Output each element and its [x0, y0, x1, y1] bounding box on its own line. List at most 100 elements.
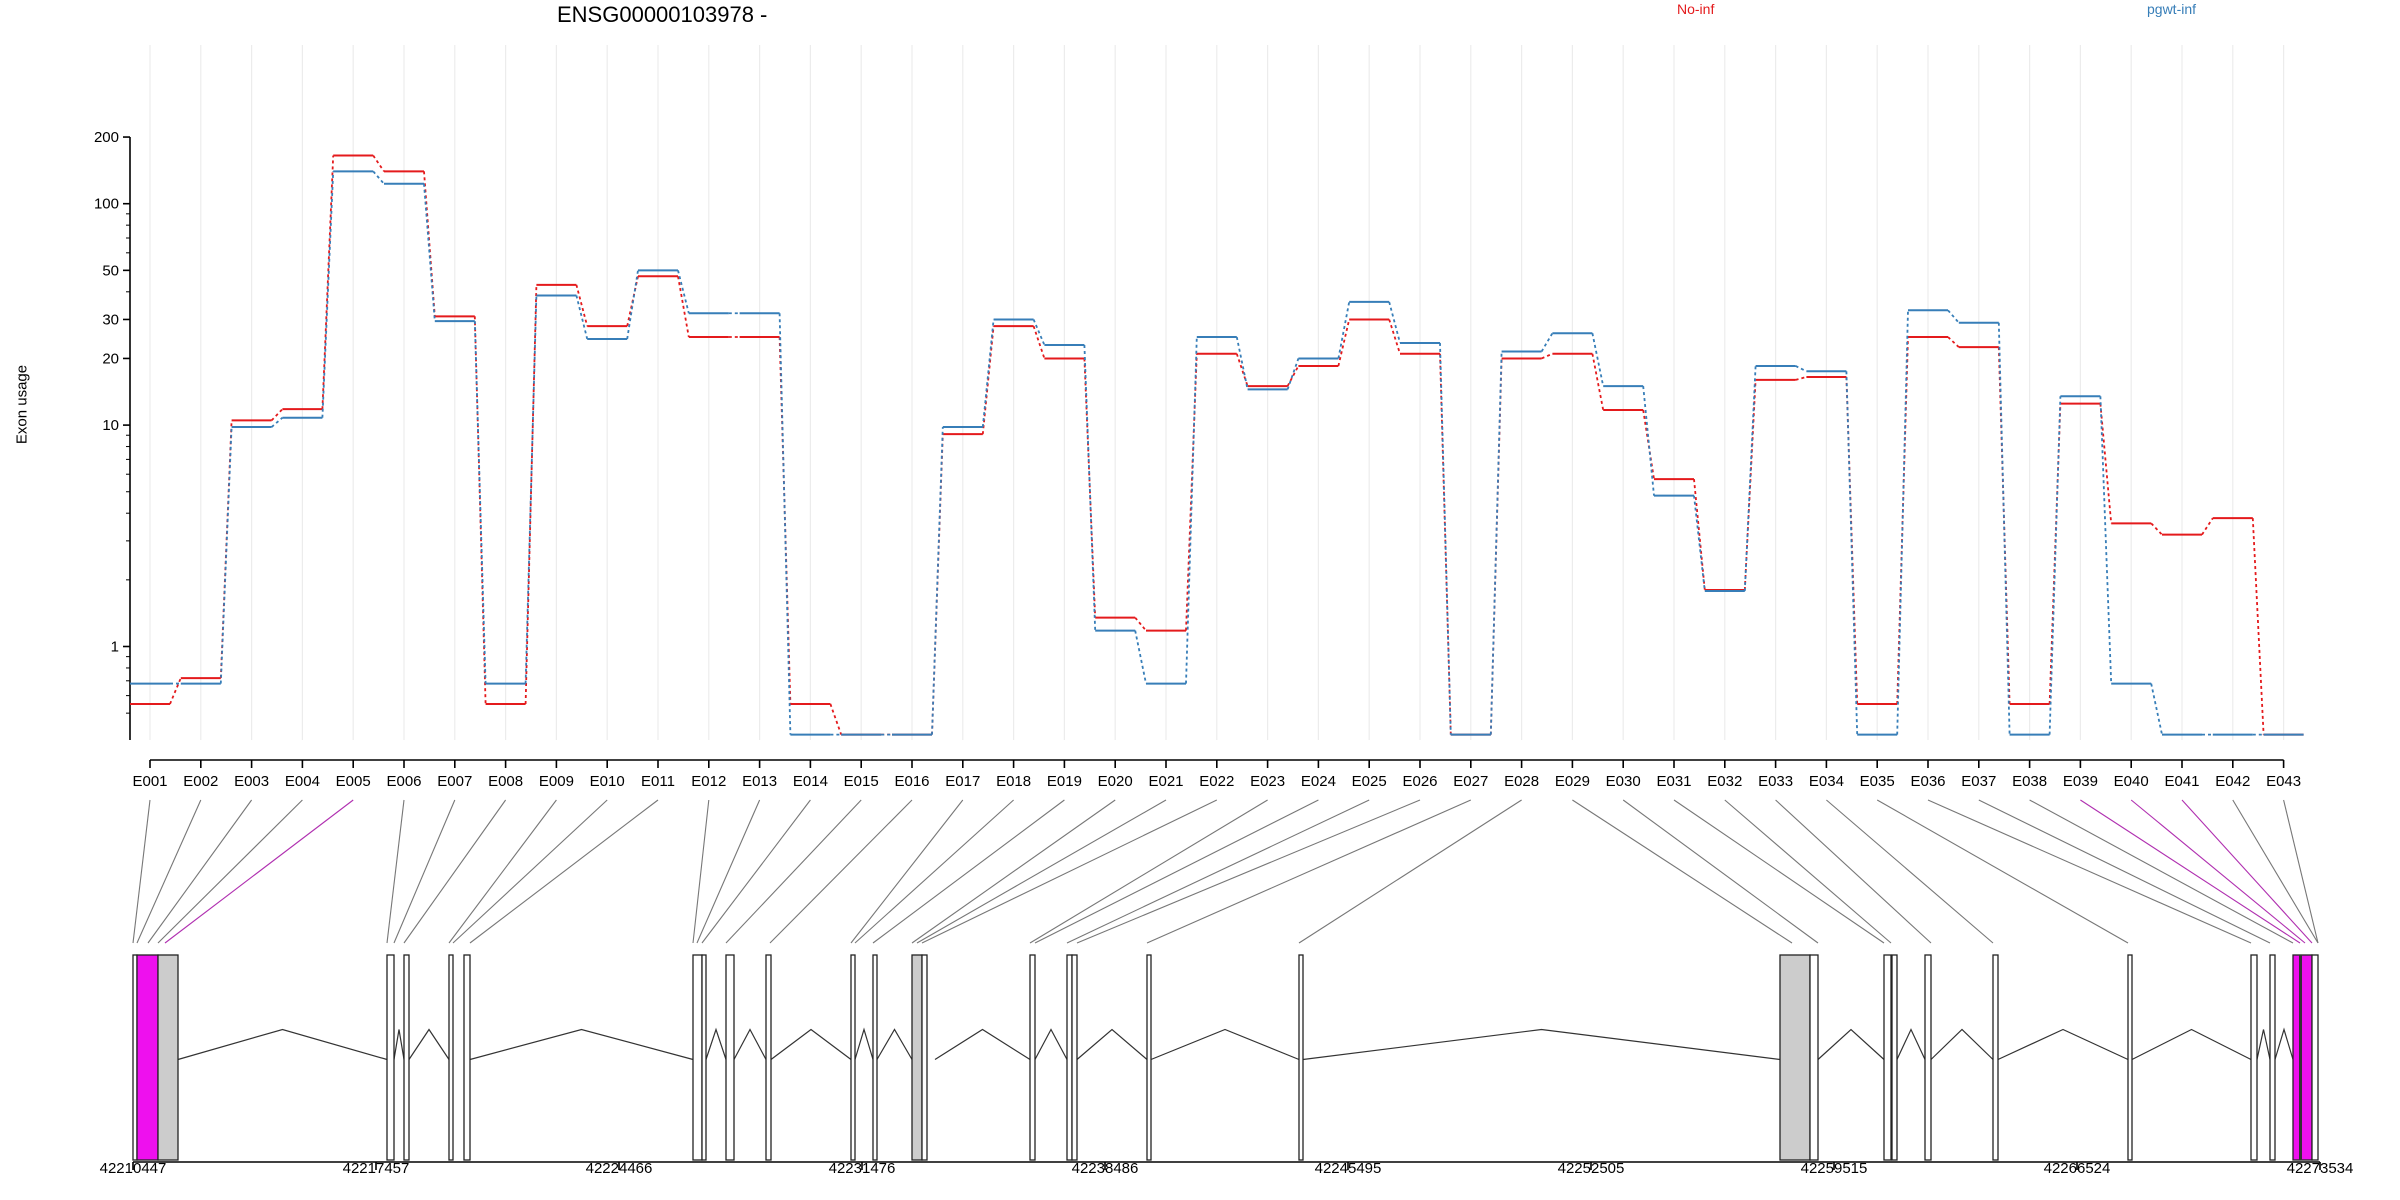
series-connector	[1286, 365, 1300, 387]
series-connector	[1642, 386, 1655, 496]
legend-entry-pgwt-inf: pgwt-inf	[2147, 1, 2197, 17]
series-connector	[677, 276, 690, 338]
exon-connector	[1298, 799, 1522, 944]
exon-block	[2292, 954, 2313, 1161]
series-connector	[1134, 630, 1147, 684]
series-connector	[372, 170, 385, 185]
intron-line	[1034, 1028, 1068, 1060]
series-connector	[1134, 617, 1147, 632]
x-tick-label: E030	[1606, 773, 1641, 790]
intron-line	[733, 1028, 767, 1060]
x-tick-label: E040	[2114, 773, 2149, 790]
axes: 1 10 20 30 50 100 200	[94, 129, 2284, 761]
x-tick-label: E041	[2164, 773, 2199, 790]
series-connector	[1235, 336, 1249, 390]
exon-connector	[403, 799, 507, 944]
series-lines	[130, 154, 2304, 736]
exon-block	[911, 954, 923, 1161]
exon-connectors	[132, 799, 2319, 944]
series-connector	[2150, 683, 2163, 735]
x-tick-label: E017	[945, 773, 980, 790]
exon-connector	[1034, 799, 1319, 944]
series-connector	[1693, 495, 1706, 592]
exon-block	[2127, 954, 2133, 1161]
series-connector	[2099, 396, 2113, 684]
series-connector	[1032, 319, 1046, 346]
exon-connector	[911, 799, 1116, 944]
series-connector	[2201, 517, 2214, 536]
exon-block	[136, 954, 159, 1161]
intron-line	[2274, 1027, 2294, 1060]
exon-connector	[916, 799, 1167, 944]
exon-connector	[448, 799, 557, 944]
x-tick-label: E022	[1199, 773, 1234, 790]
series-connector	[1083, 358, 1097, 618]
exon-connector	[854, 799, 1014, 944]
exon-connector	[725, 799, 862, 944]
intron-line	[1076, 1028, 1148, 1060]
exon-block	[872, 954, 878, 1161]
legend-entry-no-inf: No-inf	[1677, 1, 1715, 17]
series-connector	[423, 183, 436, 322]
series-connector	[1743, 365, 1757, 592]
series-connector	[626, 270, 639, 340]
intron-line	[705, 1027, 727, 1060]
series-connector	[1795, 365, 1807, 373]
intron-line	[1930, 1028, 1994, 1060]
series-connector	[1997, 322, 2011, 735]
intron-line	[408, 1028, 450, 1060]
exon-block	[463, 954, 471, 1161]
exon-block	[1891, 954, 1898, 1161]
series-connector	[1947, 309, 1960, 324]
intron-line	[854, 1027, 874, 1060]
x-tick-label: E039	[2063, 773, 2098, 790]
exon-connector	[1826, 799, 1994, 944]
series-connector	[677, 270, 690, 314]
series-pgwt-inf	[130, 170, 2304, 736]
exon-connector	[1146, 799, 1472, 944]
genomic-tick-label: 42210447	[100, 1160, 167, 1177]
exon-connector	[393, 799, 456, 944]
y-tick-label: 10	[102, 417, 119, 434]
exon-connector	[157, 799, 303, 944]
series-connector	[2048, 396, 2062, 735]
series-connector	[271, 417, 283, 428]
exon-block	[1924, 954, 1932, 1161]
exon-block	[1029, 954, 1036, 1161]
exon-connector	[2080, 799, 2301, 944]
intron-line	[770, 1028, 852, 1060]
exon-block	[701, 954, 707, 1161]
intron-line	[177, 1028, 388, 1061]
exon-connector	[850, 799, 964, 944]
x-tick-label: E024	[1301, 773, 1336, 790]
exon-block	[157, 954, 179, 1161]
exon-connector	[1724, 799, 1892, 944]
exon-connector	[132, 799, 151, 944]
intron-line	[934, 1028, 1031, 1061]
series-connector	[981, 326, 995, 435]
series-connector	[829, 703, 843, 735]
series-connector	[1795, 376, 1807, 381]
exon-connector	[1775, 799, 1932, 944]
series-connector	[1489, 351, 1503, 735]
x-tick-label: E013	[742, 773, 777, 790]
exon-block	[2311, 954, 2319, 1161]
x-tick-label: E036	[1910, 773, 1945, 790]
exon-connector	[2232, 799, 2319, 944]
series-connector	[321, 171, 335, 418]
genomic-tick-label: 42273534	[2287, 1160, 2354, 1177]
series-connector	[1896, 310, 1909, 735]
x-tick-label: E004	[285, 773, 320, 790]
series-connector	[575, 284, 589, 327]
x-tick-label: E002	[183, 773, 218, 790]
exon-connector	[2130, 799, 2306, 944]
series-connector	[1185, 336, 1198, 684]
exon-block	[850, 954, 856, 1161]
series-connector	[473, 321, 487, 684]
series-connector	[524, 284, 538, 705]
series-connector	[1642, 409, 1655, 480]
genomic-axis: 42210447 42217457 42224466 42231476 42238486…	[100, 1160, 2354, 1177]
series-connector	[1540, 332, 1554, 352]
exon-block	[1146, 954, 1152, 1161]
x-tick-label: E029	[1555, 773, 1590, 790]
